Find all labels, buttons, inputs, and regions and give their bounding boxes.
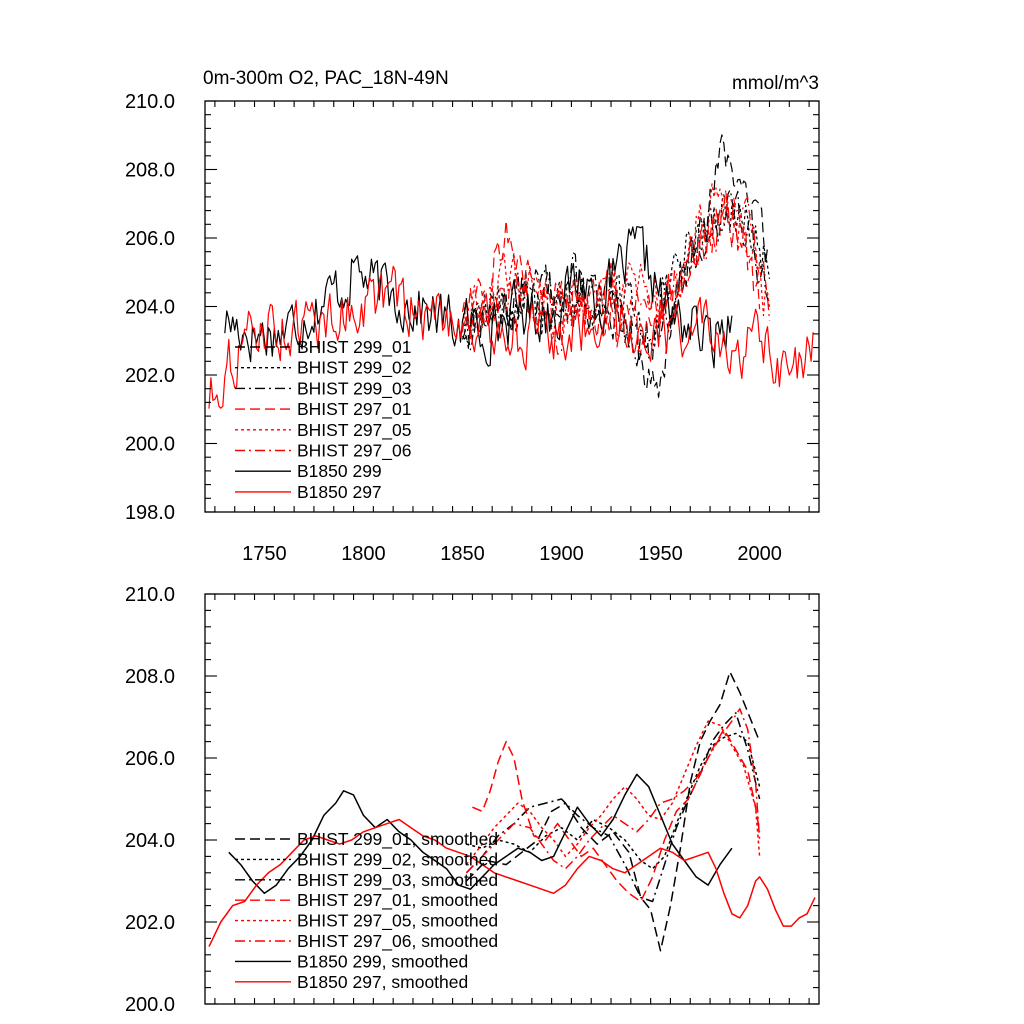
y-tick-label: 198.0	[125, 502, 175, 524]
y-tick-label: 210.0	[125, 584, 175, 606]
y-tick-label: 202.0	[125, 912, 175, 934]
series-line-5	[465, 720, 761, 866]
y-tick-label: 206.0	[125, 228, 175, 250]
series-line-1	[462, 134, 770, 398]
bottom-panel-frame	[204, 593, 820, 1005]
x-tick-label: 1950	[638, 543, 683, 565]
series-line-4	[472, 728, 761, 903]
x-tick-label: 1850	[440, 543, 485, 565]
y-tick-label: 208.0	[125, 666, 175, 688]
series-line-2	[466, 732, 761, 870]
legend-label-7: B1850 299	[297, 461, 382, 481]
y-tick-label: 204.0	[125, 830, 175, 852]
legend-label-6: BHIST 297_06	[297, 441, 411, 462]
legend-label-8: B1850 297	[297, 482, 382, 502]
top-panel-units: mmol/m^3	[732, 73, 819, 94]
y-tick-label: 206.0	[125, 748, 175, 770]
top-panel-title: 0m-300m O2, PAC_18N-49N	[203, 68, 449, 89]
bottom-panel-series-lines	[208, 671, 816, 952]
x-tick-label: 1750	[242, 543, 287, 565]
y-tick-label: 208.0	[125, 160, 175, 182]
y-tick-label: 200.0	[125, 994, 175, 1016]
top-panel-ticks: 198.0 200.0 202.0 204.0 206.0 208.0 210.0 1750 1…	[125, 91, 819, 565]
legend-label-5: BHIST 297_05	[297, 420, 411, 441]
legend-label-4: BHIST 297_01, smoothed	[297, 890, 498, 911]
series-line-5	[461, 183, 771, 337]
y-tick-label: 204.0	[125, 297, 175, 319]
series-line-8	[208, 818, 816, 947]
series-line-1	[465, 671, 761, 952]
x-tick-label: 1800	[341, 543, 386, 565]
legend-label-8: B1850 297, smoothed	[297, 972, 468, 992]
legend-label-2: BHIST 299_02	[297, 358, 411, 379]
y-tick-label: 202.0	[125, 365, 175, 387]
y-tick-label: 200.0	[125, 434, 175, 456]
legend-label-6: BHIST 297_06, smoothed	[297, 931, 498, 952]
x-tick-label: 1900	[539, 543, 584, 565]
series-line-8	[208, 265, 814, 409]
legend-label-5: BHIST 297_05, smoothed	[297, 911, 498, 932]
series-line-6	[461, 189, 771, 355]
legend-label-3: BHIST 299_03	[297, 378, 411, 399]
y-tick-label: 210.0	[125, 91, 175, 113]
legend-label-1: BHIST 299_01, smoothed	[297, 829, 498, 850]
legend-label-2: BHIST 299_02, smoothed	[297, 849, 498, 870]
series-line-3	[461, 189, 771, 367]
x-tick-label: 2000	[737, 543, 782, 565]
legend-label-4: BHIST 297_01	[297, 399, 411, 420]
series-line-6	[465, 708, 761, 874]
legend-label-1: BHIST 299_01	[297, 337, 411, 358]
top-panel-frame	[204, 100, 820, 513]
legend-label-7: B1850 299, smoothed	[297, 951, 468, 971]
bottom-panel: 200.0 202.0 204.0 206.0 208.0 210.0 BHIST 299…	[125, 584, 820, 1016]
series-line-3	[465, 712, 761, 903]
top-panel-series-lines	[208, 134, 814, 409]
top-panel: 198.0 200.0 202.0 204.0 206.0 208.0 210.0 1750 1…	[125, 68, 820, 565]
legend-label-3: BHIST 299_03, smoothed	[297, 870, 498, 891]
bottom-panel-ticks: 200.0 202.0 204.0 206.0 208.0 210.0	[125, 584, 819, 1016]
